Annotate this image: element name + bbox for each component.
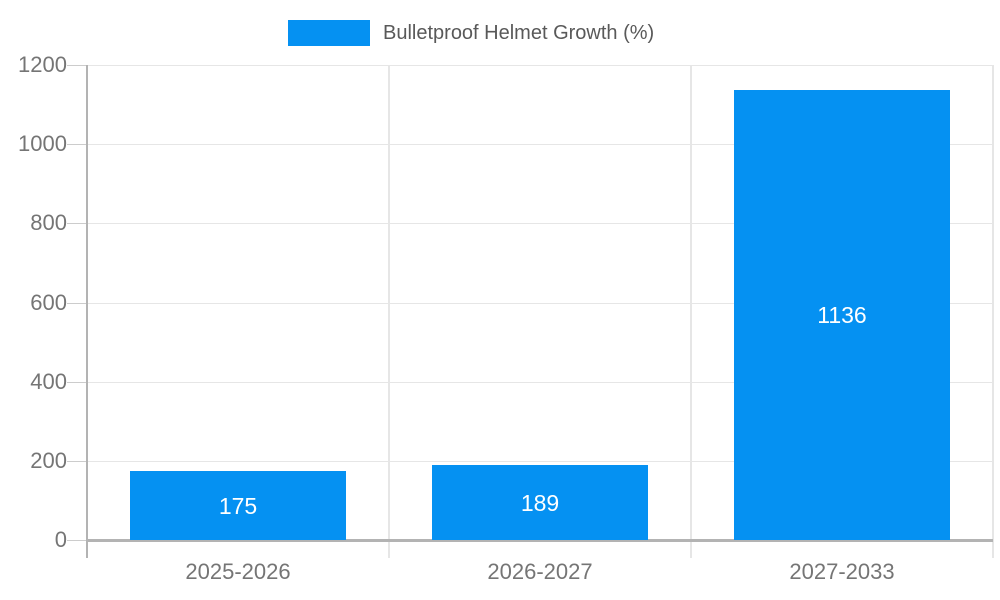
y-axis-tick-label: 400: [30, 369, 67, 394]
y-axis-line: [86, 65, 88, 558]
x-axis-label-2026-2027: 2026-2027: [487, 559, 593, 584]
y-axis-tick: [67, 303, 87, 304]
bar-value-label: 1136: [817, 302, 867, 328]
y-gridline: [87, 65, 993, 66]
y-axis-tick: [67, 461, 87, 462]
x-axis-label-2027-2033: 2027-2033: [789, 559, 895, 584]
y-gridline: [87, 144, 993, 145]
bar-2025-2026[interactable]: 175: [130, 471, 346, 540]
y-axis-tick: [67, 65, 87, 66]
y-gridline: [87, 382, 993, 383]
category-boundary-gridline: [690, 65, 692, 558]
bar-value-label: 189: [520, 489, 560, 516]
y-axis-tick-label: 0: [54, 527, 67, 552]
y-axis-tick-label: 800: [30, 210, 67, 235]
y-gridline: [87, 303, 993, 304]
y-gridline: [87, 461, 993, 462]
y-axis-tick-label: 600: [30, 290, 67, 315]
bar-2027-2033[interactable]: 1136: [734, 90, 950, 540]
y-axis-tick: [67, 382, 87, 383]
y-axis-tick: [67, 540, 87, 541]
y-axis-tick-label: 1200: [18, 52, 67, 77]
legend-swatch-icon: [288, 20, 370, 46]
x-axis-baseline: [87, 539, 993, 542]
y-axis-tick: [67, 144, 87, 145]
y-gridline: [87, 223, 993, 224]
plot-right-border: [992, 65, 994, 558]
y-axis-tick: [67, 223, 87, 224]
y-axis-tick-label: 1000: [18, 131, 67, 156]
bar-value-label: 175: [218, 492, 258, 519]
y-axis-tick-label: 200: [30, 448, 67, 473]
chart-legend[interactable]: Bulletproof Helmet Growth (%): [288, 20, 654, 46]
legend-series-label: Bulletproof Helmet Growth (%): [383, 22, 655, 44]
category-boundary-gridline: [388, 65, 390, 558]
bar-2026-2027[interactable]: 189: [432, 465, 648, 540]
x-axis-label-2025-2026: 2025-2026: [185, 559, 291, 584]
